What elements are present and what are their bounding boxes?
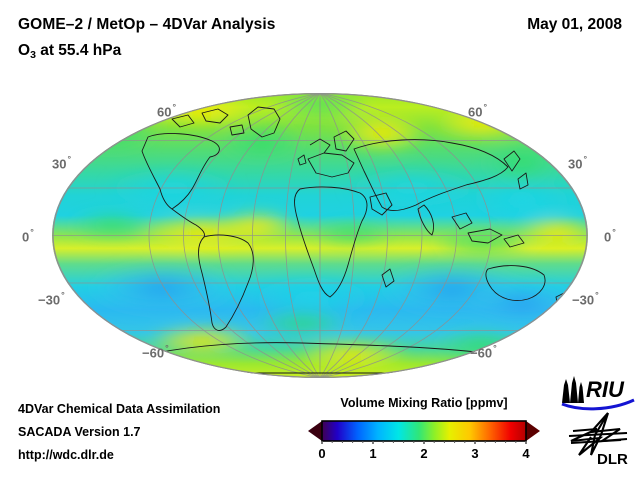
mollweide-globe	[52, 93, 588, 378]
colorbar-under-arrow	[308, 421, 322, 441]
colorbar-title: Volume Mixing Ratio [ppmv]	[340, 396, 508, 410]
colorbar-tick-label-3: 3	[471, 446, 479, 461]
riu-wave-icon	[561, 398, 635, 411]
dlr-wordmark: DLR	[597, 451, 628, 467]
species-subscript: 3	[30, 49, 36, 61]
lat-label-left-4: −60°	[142, 343, 169, 361]
degree-symbol: °	[493, 343, 497, 353]
lat-label-value: 30	[568, 156, 583, 172]
lat-label-value: −60	[142, 345, 165, 361]
graticule	[52, 93, 588, 378]
colorbar: Volume Mixing Ratio [ppmv] 0 1 2 3 4	[300, 396, 548, 474]
lat-label-right-6: 30°	[568, 154, 588, 172]
globe-outline	[52, 93, 588, 378]
analysis-date: May 01, 2008	[527, 16, 622, 33]
colorbar-tick-label-1: 1	[369, 446, 377, 461]
species-symbol: O	[18, 42, 31, 59]
degree-symbol: °	[583, 154, 588, 164]
lat-label-left-2: 0°	[22, 227, 34, 245]
degree-symbol: °	[61, 290, 65, 300]
dlr-mark-icon	[568, 412, 628, 456]
riu-towers-icon	[562, 376, 584, 403]
degree-symbol: °	[172, 102, 177, 112]
lat-label-right-9: −60°	[470, 343, 497, 361]
lat-label-left-3: −30°	[38, 290, 65, 308]
map-panel	[52, 93, 588, 378]
lat-label-right-8: −30°	[572, 290, 599, 308]
lat-label-left-1: 30°	[52, 154, 72, 172]
lat-label-value: 30	[52, 156, 67, 172]
degree-symbol: °	[612, 227, 616, 237]
footer-line-2: SACADA Version 1.7	[18, 425, 141, 439]
page-title: GOME–2 / MetOp – 4DVar Analysis	[18, 16, 276, 33]
data-field	[52, 93, 588, 378]
lat-label-value: 60	[157, 104, 172, 120]
degree-symbol: °	[165, 343, 169, 353]
degree-symbol: °	[595, 290, 599, 300]
lat-label-value: 0	[22, 229, 30, 245]
footer-line-3[interactable]: http://wdc.dlr.de	[18, 448, 114, 462]
lat-label-value: −30	[38, 292, 61, 308]
colorbar-tick-labels: 0 1 2 3 4	[300, 446, 548, 466]
lat-label-value: 0	[604, 229, 612, 245]
lat-label-right-7: 0°	[604, 227, 616, 245]
degree-symbol: °	[483, 102, 488, 112]
dlr-logo: DLR	[568, 412, 628, 467]
riu-wordmark: RIU	[586, 377, 625, 402]
colorbar-tick-label-0: 0	[318, 446, 326, 461]
ozone-field-svg	[52, 93, 588, 378]
colorbar-graphic	[308, 420, 540, 444]
species-level: at 55.4 hPa	[35, 42, 122, 59]
lat-label-value: −30	[572, 292, 595, 308]
degree-symbol: °	[67, 154, 72, 164]
colorbar-tick-label-2: 2	[420, 446, 428, 461]
lat-label-right-5: 60°	[468, 102, 488, 120]
degree-symbol: °	[30, 227, 34, 237]
colorbar-ticks	[321, 441, 527, 444]
lat-label-value: 60	[468, 104, 483, 120]
colorbar-over-arrow	[526, 421, 540, 441]
lat-label-value: −60	[470, 345, 493, 361]
footer-line-1: 4DVar Chemical Data Assimilation	[18, 402, 221, 416]
riu-logo: RIU	[561, 376, 635, 411]
lat-label-left-0: 60°	[157, 102, 177, 120]
colorbar-tick-label-4: 4	[522, 446, 530, 461]
colorbar-gradient	[321, 420, 527, 442]
species-subtitle: O3 at 55.4 hPa	[18, 42, 122, 61]
